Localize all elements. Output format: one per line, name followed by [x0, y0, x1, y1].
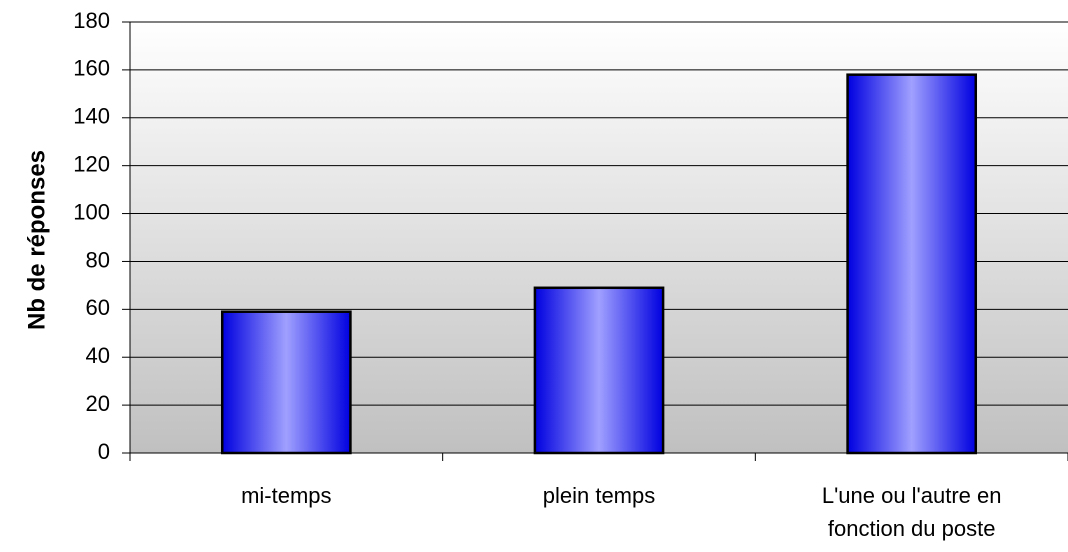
y-tick-label: 60	[86, 295, 110, 320]
y-tick-label: 180	[73, 8, 110, 33]
bar	[220, 310, 352, 455]
y-tick-label: 140	[73, 104, 110, 129]
y-tick-label: 120	[73, 151, 110, 176]
y-tick-label: 40	[86, 343, 110, 368]
x-tick-label: plein temps	[543, 483, 656, 508]
y-tick-label: 160	[73, 56, 110, 81]
x-tick-label: mi-temps	[241, 483, 331, 508]
x-tick-label: L'une ou l'autre en fonction du poste	[822, 483, 1002, 541]
y-tick-label: 0	[98, 439, 110, 464]
y-axis-label: Nb de réponses	[23, 150, 50, 330]
bar	[533, 286, 665, 455]
y-tick-label: 20	[86, 391, 110, 416]
bar	[846, 73, 978, 455]
y-tick-label: 80	[86, 247, 110, 272]
y-tick-label: 100	[73, 199, 110, 224]
